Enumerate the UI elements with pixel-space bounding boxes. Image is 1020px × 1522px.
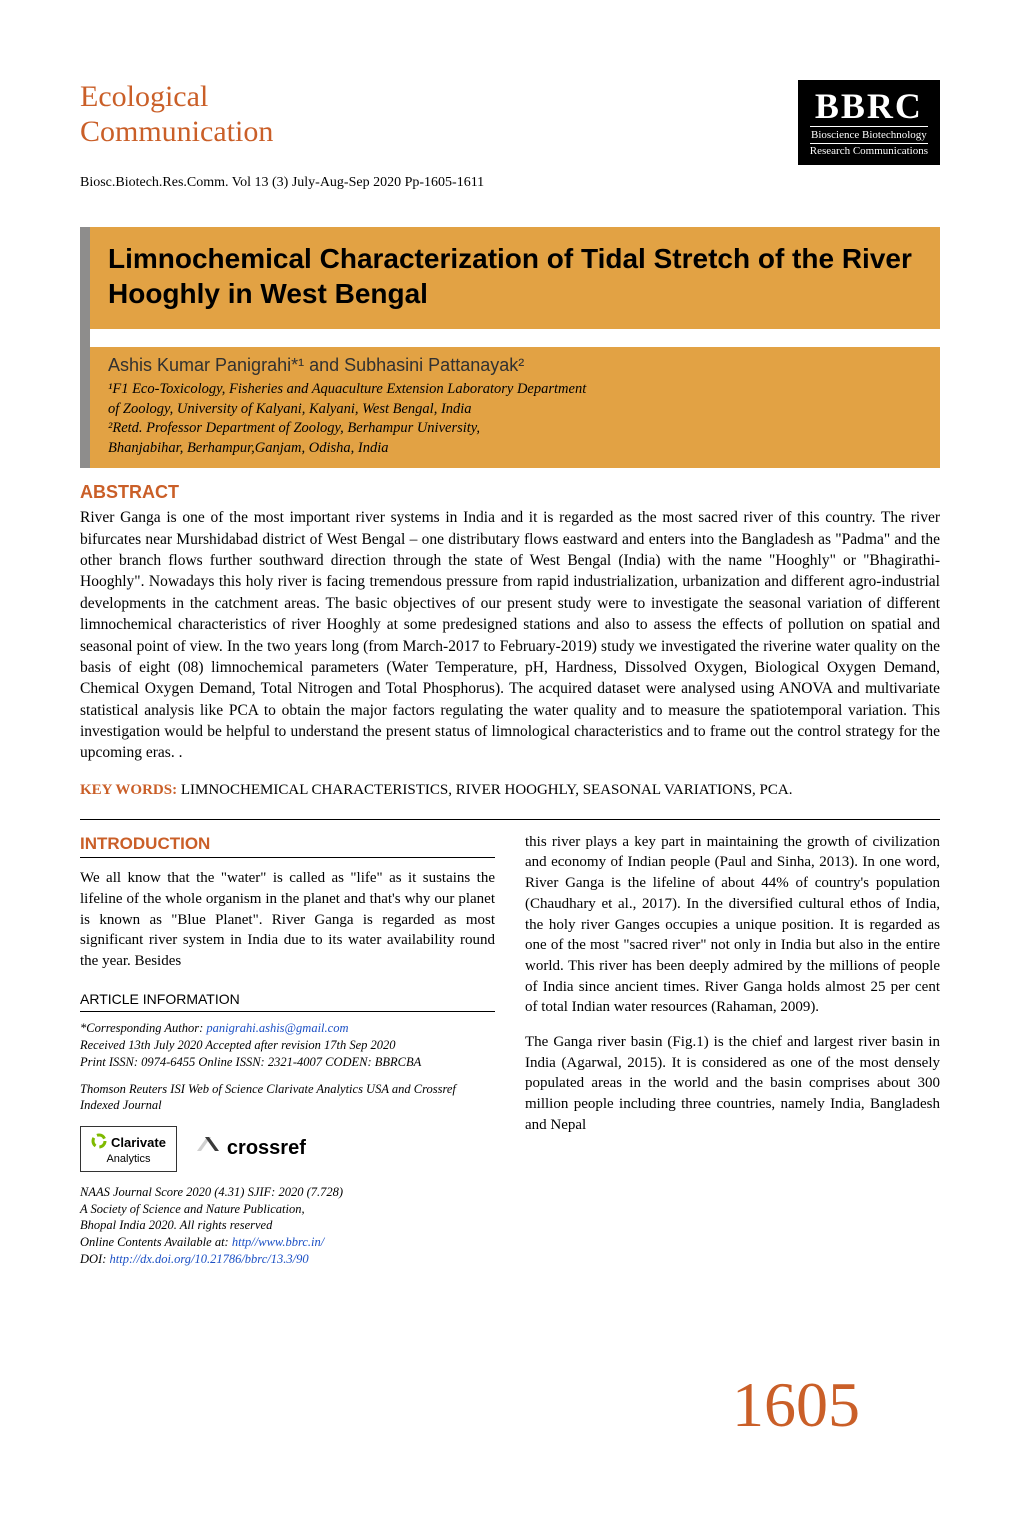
title-block: Limnochemical Characterization of Tidal … <box>80 227 940 468</box>
affiliation-2: of Zoology, University of Kalyani, Kalya… <box>108 400 922 420</box>
page-number: 1605 <box>732 1368 860 1442</box>
society-line-1: A Society of Science and Nature Publicat… <box>80 1201 495 1218</box>
article-title: Limnochemical Characterization of Tidal … <box>108 241 922 311</box>
clarivate-name: Clarivate <box>111 1136 166 1150</box>
indexed-line: Thomson Reuters ISI Web of Science Clari… <box>80 1081 495 1115</box>
intro-paragraph-3: The Ganga river basin (Fig.1) is the chi… <box>525 1032 940 1135</box>
title-banner: Limnochemical Characterization of Tidal … <box>90 227 940 329</box>
journal-logo: BBRC Bioscience Biotechnology Research C… <box>798 80 940 165</box>
society-line-2: Bhopal India 2020. All rights reserved <box>80 1217 495 1234</box>
clarivate-icon <box>91 1133 107 1152</box>
keywords: KEY WORDS: LIMNOCHEMICAL CHARACTERISTICS… <box>80 782 940 799</box>
crossref-text: crossref <box>227 1135 306 1163</box>
page-header: Ecological Communication BBRC Bioscience… <box>80 80 940 165</box>
online-url[interactable]: http//www.bbrc.in/ <box>232 1235 324 1249</box>
doi-url[interactable]: http://dx.doi.org/10.21786/bbrc/13.3/90 <box>110 1252 309 1266</box>
crossref-logo: crossref <box>195 1133 306 1166</box>
citation-line: Biosc.Biotech.Res.Comm. Vol 13 (3) July-… <box>80 175 940 191</box>
keywords-label: KEY WORDS: <box>80 782 177 798</box>
section-divider <box>80 819 940 820</box>
issn-line: Print ISSN: 0974-6455 Online ISSN: 2321-… <box>80 1054 495 1071</box>
logo-subtitle-2: Research Communications <box>810 144 928 157</box>
article-info-rule <box>80 1011 495 1012</box>
left-column: INTRODUCTION We all know that the "water… <box>80 832 495 1268</box>
clarivate-sub: Analytics <box>106 1153 150 1165</box>
abstract-text: River Ganga is one of the most important… <box>80 507 940 764</box>
corresponding-email[interactable]: panigrahi.ashis@gmail.com <box>206 1021 348 1035</box>
abstract-heading: ABSTRACT <box>80 482 940 503</box>
affiliation-4: Bhanjabihar, Berhampur,Ganjam, Odisha, I… <box>108 439 922 459</box>
keywords-text: LIMNOCHEMICAL CHARACTERISTICS, RIVER HOO… <box>181 782 793 798</box>
introduction-heading: INTRODUCTION <box>80 832 495 855</box>
online-label: Online Contents Available at: <box>80 1235 232 1249</box>
body-columns: INTRODUCTION We all know that the "water… <box>80 832 940 1268</box>
online-contents: Online Contents Available at: http//www.… <box>80 1234 495 1251</box>
logo-subtitle-1: Bioscience Biotechnology <box>810 126 928 144</box>
section-name-line2: Communication <box>80 115 273 148</box>
section-name: Ecological Communication <box>80 80 273 149</box>
logo-acronym: BBRC <box>810 88 928 124</box>
right-column: this river plays a key part in maintaini… <box>525 832 940 1268</box>
received-date: Received 13th July 2020 Accepted after r… <box>80 1037 495 1054</box>
intro-paragraph-1: We all know that the "water" is called a… <box>80 868 495 971</box>
indexer-logos: Clarivate Analytics crossref <box>80 1126 495 1171</box>
affiliation-3: ²Retd. Professor Department of Zoology, … <box>108 419 922 439</box>
clarivate-logo: Clarivate Analytics <box>80 1126 177 1171</box>
doi-line: DOI: http://dx.doi.org/10.21786/bbrc/13.… <box>80 1251 495 1268</box>
crossref-icon <box>195 1133 225 1166</box>
naas-score: NAAS Journal Score 2020 (4.31) SJIF: 202… <box>80 1184 495 1201</box>
article-info-heading: ARTICLE INFORMATION <box>80 990 495 1009</box>
authors: Ashis Kumar Panigrahi*¹ and Subhasini Pa… <box>108 355 922 376</box>
corresponding-label: *Corresponding Author: <box>80 1021 206 1035</box>
intro-paragraph-2: this river plays a key part in maintaini… <box>525 832 940 1018</box>
affiliation-1: ¹F1 Eco-Toxicology, Fisheries and Aquacu… <box>108 380 922 400</box>
section-name-line1: Ecological <box>80 80 208 113</box>
corresponding-author: *Corresponding Author: panigrahi.ashis@g… <box>80 1020 495 1037</box>
doi-label: DOI: <box>80 1252 110 1266</box>
introduction-rule <box>80 857 495 858</box>
author-block: Ashis Kumar Panigrahi*¹ and Subhasini Pa… <box>90 347 940 468</box>
